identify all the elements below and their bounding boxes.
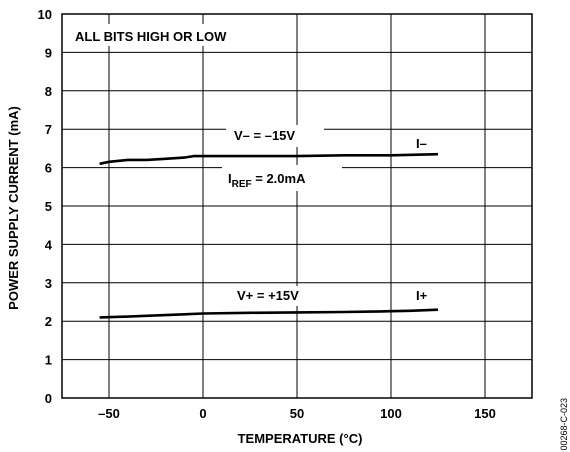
x-tick-label: 150 [474,406,496,421]
figure-id: 00268-C-023 [559,398,569,451]
x-tick-label: 0 [199,406,206,421]
series-line-i-minus [99,152,439,166]
y-tick-label: 7 [45,122,52,137]
y-tick-labels: 0 1 2 3 4 5 6 7 8 9 10 [38,7,53,406]
iref-label-bg [222,165,342,191]
iref-label: IREF = 2.0mA [228,171,306,190]
plot-frame [61,13,533,399]
ineg-series-label: I– [416,136,427,151]
vpos-label: V+ = +15V [237,288,299,303]
condition-label: ALL BITS HIGH OR LOW [75,29,227,44]
x-tick-labels: –50 0 50 100 150 [98,406,496,421]
x-tick-label: 100 [380,406,402,421]
iref-main: I [228,171,232,186]
y-tick-label: 0 [45,391,52,406]
y-axis-label: POWER SUPPLY CURRENT (mA) [6,106,21,310]
ipos-series-label-bg [412,285,438,303]
y-tick-label: 3 [45,276,52,291]
iref-value: = 2.0mA [252,171,306,186]
series-line-i-plus [99,308,439,319]
ineg-series-label-bg [412,134,438,152]
vpos-label-bg [232,286,330,306]
condition-label-bg [64,24,274,46]
y-tick-label: 4 [45,237,53,252]
x-tick-label: 50 [290,406,304,421]
iref-subscript: REF [232,179,252,190]
y-tick-label: 6 [45,161,52,176]
y-tick-label: 5 [45,199,52,214]
y-tick-label: 1 [45,353,52,368]
x-tick-label: –50 [98,406,120,421]
y-tick-label: 10 [38,7,52,22]
x-axis-label: TEMPERATURE (°C) [238,431,363,446]
vneg-label: V– = –15V [234,128,295,143]
vneg-label-bg [226,125,324,147]
grid [62,13,532,399]
y-tick-label: 9 [45,45,52,60]
y-tick-label: 8 [45,84,52,99]
y-tick-label: 2 [45,314,52,329]
ipos-series-label: I+ [416,288,428,303]
series-layer [99,152,439,319]
